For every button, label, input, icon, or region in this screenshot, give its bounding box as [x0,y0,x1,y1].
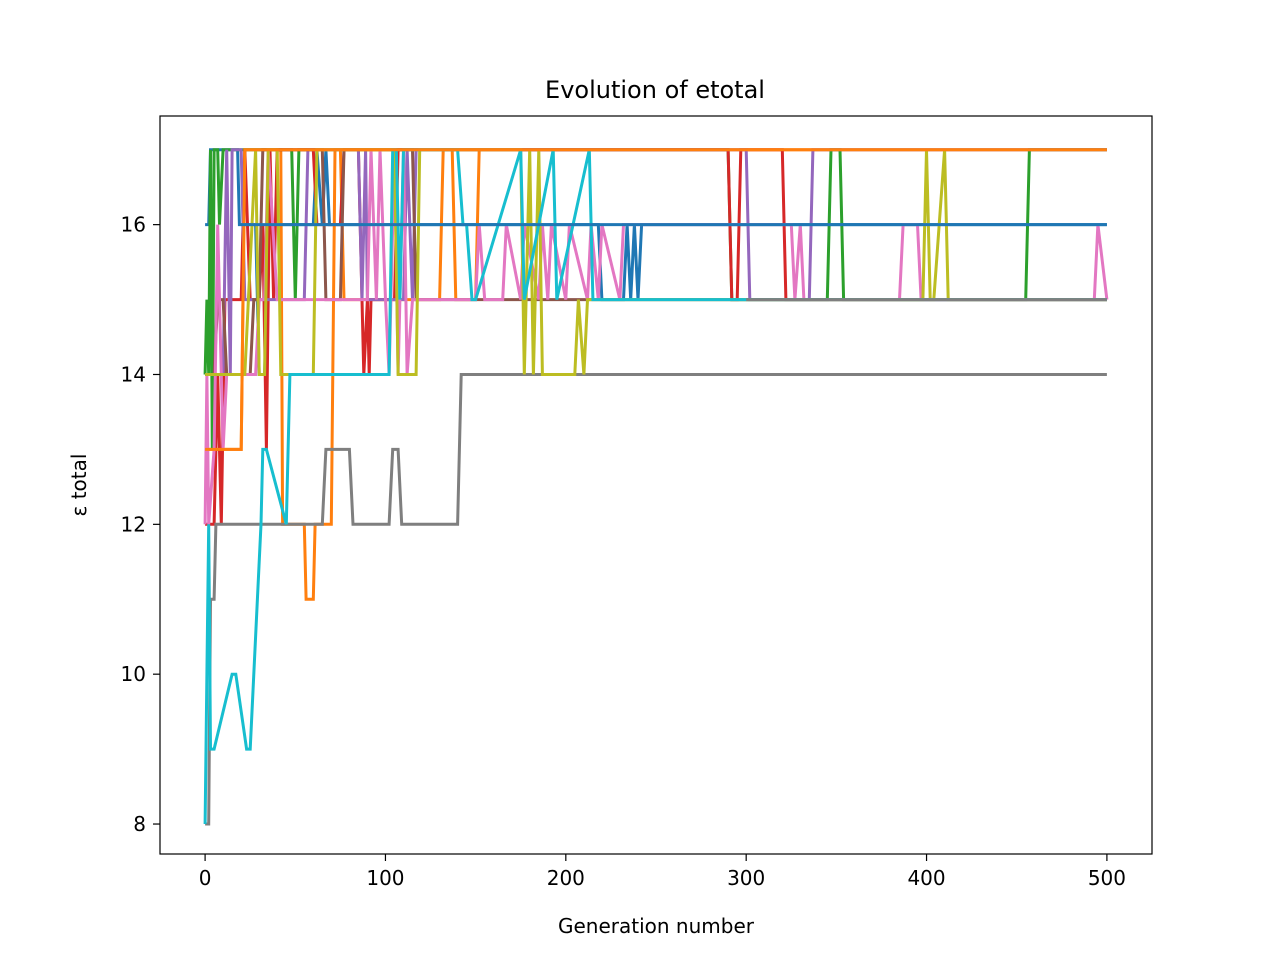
x-tick-label: 0 [199,866,212,890]
y-tick-label: 8 [133,812,146,836]
series-line-6 [203,149,1109,525]
y-axis: 8 10 12 14 16 [121,213,160,836]
x-tick-label: 400 [907,866,945,890]
x-axis: 0 100 200 300 400 500 [199,854,1126,890]
chart-title: Evolution of etotal [545,76,765,104]
y-axis-label: ε total [67,454,91,517]
series-line-10 [205,148,1107,451]
x-tick-label: 300 [727,866,765,890]
y-tick-label: 14 [121,362,146,386]
plot-frame [159,115,1153,855]
series-layer [203,148,1109,826]
series-line-1 [205,148,1107,601]
y-tick-label: 12 [121,512,146,536]
x-tick-label: 100 [366,866,404,890]
y-tick-label: 16 [121,213,146,237]
y-tick-label: 10 [121,662,146,686]
series-line-7 [205,373,1107,826]
x-axis-label: Generation number [558,914,755,938]
x-tick-label: 200 [547,866,585,890]
series-line-9 [203,148,1107,825]
x-tick-label: 500 [1088,866,1126,890]
